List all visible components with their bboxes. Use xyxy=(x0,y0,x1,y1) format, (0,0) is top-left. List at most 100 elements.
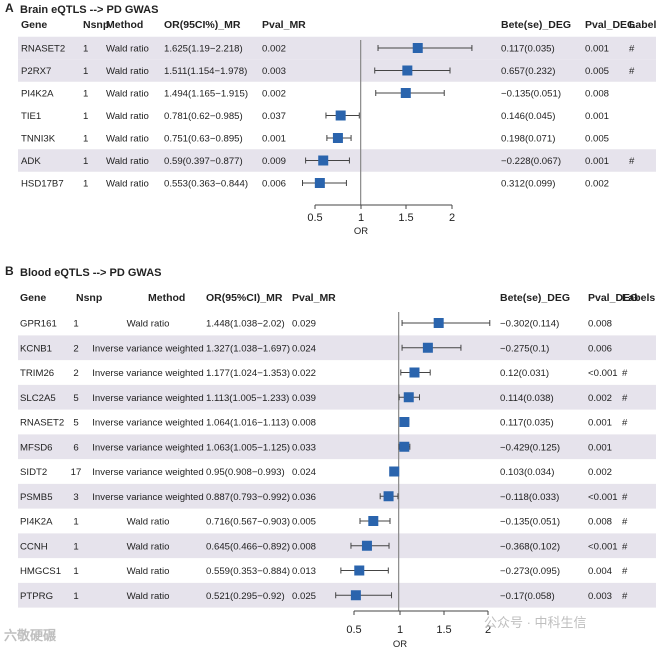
cell-gene: PTPRG xyxy=(20,591,53,602)
cell-beta-deg: −0.135(0.051) xyxy=(500,517,560,528)
x-tick-label: 1 xyxy=(397,624,403,636)
cell-pval-deg: 0.006 xyxy=(588,343,612,354)
or-point xyxy=(318,155,329,166)
column-header: Pval_DEG xyxy=(588,292,638,304)
cell-pval-deg: 0.002 xyxy=(588,467,612,478)
cell-or-ci: 1.064(1.016−1.113) xyxy=(206,418,289,429)
cell-pval-mr: 0.037 xyxy=(262,111,286,122)
cell-gene: CCNH xyxy=(20,541,48,552)
cell-pval-deg: 0.001 xyxy=(588,418,612,429)
cell-nsnp: 1 xyxy=(83,156,88,167)
cell-label: # xyxy=(622,517,628,528)
cell-method: Wald ratio xyxy=(106,89,149,100)
x-tick-label: 1.5 xyxy=(436,624,451,636)
column-header: Gene xyxy=(20,292,46,304)
cell-pval-mr: 0.003 xyxy=(262,66,286,77)
panel-title: Brain eQTLS --> PD GWAS xyxy=(20,4,158,16)
or-point xyxy=(412,43,423,53)
cell-gene: RNASET2 xyxy=(20,418,64,429)
cell-or-ci: 1.113(1.005−1.233) xyxy=(206,393,289,404)
cell-label: # xyxy=(622,541,628,552)
x-tick-label: 0.5 xyxy=(307,212,322,224)
cell-or-ci: 1.494(1.165−1.915) xyxy=(164,89,248,100)
cell-method: Inverse variance weighted xyxy=(92,467,203,478)
cell-nsnp: 2 xyxy=(73,343,78,354)
cell-label: # xyxy=(622,591,628,602)
cell-beta-deg: −0.17(0.058) xyxy=(500,591,555,602)
row-stripe xyxy=(18,335,656,361)
cell-beta-deg: −0.135(0.051) xyxy=(501,89,561,100)
row-stripe xyxy=(18,59,656,82)
cell-or-ci: 1.327(1.038−1.697) xyxy=(206,343,290,354)
cell-pval-deg: 0.001 xyxy=(585,44,609,55)
column-header: Pval_MR xyxy=(292,292,336,304)
cell-gene: ADK xyxy=(21,156,41,167)
watermark-right: 公众号 · 中科生信 xyxy=(484,615,587,630)
column-header: OR(95%CI)_MR xyxy=(206,292,283,304)
cell-pval-mr: 0.029 xyxy=(292,319,316,330)
cell-or-ci: 0.521(0.295−0.92) xyxy=(206,591,285,602)
cell-gene: SLC2A5 xyxy=(20,393,56,404)
cell-label: # xyxy=(622,393,628,404)
cell-or-ci: 0.559(0.353−0.884) xyxy=(206,566,290,577)
panel-title: Blood eQTLS --> PD GWAS xyxy=(20,267,161,279)
column-header: Labels xyxy=(629,19,656,31)
cell-method: Inverse variance weighted xyxy=(92,368,203,379)
panel-label: A xyxy=(5,1,14,15)
cell-nsnp: 1 xyxy=(83,89,88,100)
cell-pval-deg: 0.008 xyxy=(585,89,609,100)
cell-pval-mr: 0.002 xyxy=(262,44,286,55)
cell-method: Wald ratio xyxy=(106,179,149,190)
cell-method: Wald ratio xyxy=(127,319,170,330)
row-stripe xyxy=(18,434,656,460)
cell-method: Wald ratio xyxy=(127,591,170,602)
x-tick-label: 0.5 xyxy=(346,624,361,636)
cell-pval-mr: 0.036 xyxy=(292,492,316,503)
cell-pval-mr: 0.006 xyxy=(262,179,286,190)
cell-pval-mr: 0.005 xyxy=(292,517,316,528)
cell-gene: PI4K2A xyxy=(20,517,53,528)
cell-nsnp: 1 xyxy=(83,66,88,77)
cell-pval-deg: 0.008 xyxy=(588,319,612,330)
cell-pval-deg: <0.001 xyxy=(588,541,618,552)
cell-label: # xyxy=(622,418,628,429)
cell-label: # xyxy=(622,566,628,577)
cell-beta-deg: 0.312(0.099) xyxy=(501,179,555,190)
cell-or-ci: 1.448(1.038−2.02) xyxy=(206,319,285,330)
cell-beta-deg: −0.275(0.1) xyxy=(500,343,549,354)
or-point xyxy=(399,417,410,427)
x-tick-label: 2 xyxy=(485,624,491,636)
x-tick-label: 2 xyxy=(449,212,455,224)
cell-pval-deg: 0.001 xyxy=(585,156,609,167)
cell-pval-deg: 0.002 xyxy=(585,179,609,190)
column-header: Pval_DEG xyxy=(585,19,635,31)
cell-pval-deg: 0.003 xyxy=(588,591,612,602)
cell-beta-deg: 0.12(0.031) xyxy=(500,368,549,379)
or-point xyxy=(350,590,361,601)
cell-label: # xyxy=(629,156,635,167)
cell-or-ci: 0.887(0.793−0.992) xyxy=(206,492,290,503)
cell-pval-deg: 0.005 xyxy=(585,66,609,77)
or-point xyxy=(368,516,379,526)
column-header: OR(95CI%)_MR xyxy=(164,19,241,31)
watermark-left: 六敬硬碾 xyxy=(4,628,57,643)
cell-or-ci: 0.59(0.397−0.877) xyxy=(164,156,243,167)
cell-gene: PSMB5 xyxy=(20,492,53,503)
cell-method: Wald ratio xyxy=(106,156,149,167)
cell-nsnp: 1 xyxy=(83,44,88,55)
cell-beta-deg: 0.198(0.071) xyxy=(501,134,555,145)
cell-or-ci: 0.751(0.63−0.895) xyxy=(164,134,243,145)
cell-method: Inverse variance weighted xyxy=(92,442,203,453)
cell-pval-mr: 0.013 xyxy=(292,566,316,577)
cell-method: Wald ratio xyxy=(127,541,170,552)
column-header: Bete(se)_DEG xyxy=(500,292,570,304)
cell-beta-deg: 0.114(0.038) xyxy=(500,393,554,404)
cell-gene: GPR161 xyxy=(20,319,57,330)
cell-label: # xyxy=(622,492,628,503)
or-point xyxy=(383,491,394,502)
cell-gene: TIE1 xyxy=(21,111,41,122)
row-stripe xyxy=(18,36,656,60)
cell-beta-deg: 0.657(0.232) xyxy=(501,66,555,77)
cell-nsnp: 1 xyxy=(83,134,88,145)
panel-b: B Blood eQTLS --> PD GWAS Gene Nsnp Method OR… xyxy=(5,264,656,649)
